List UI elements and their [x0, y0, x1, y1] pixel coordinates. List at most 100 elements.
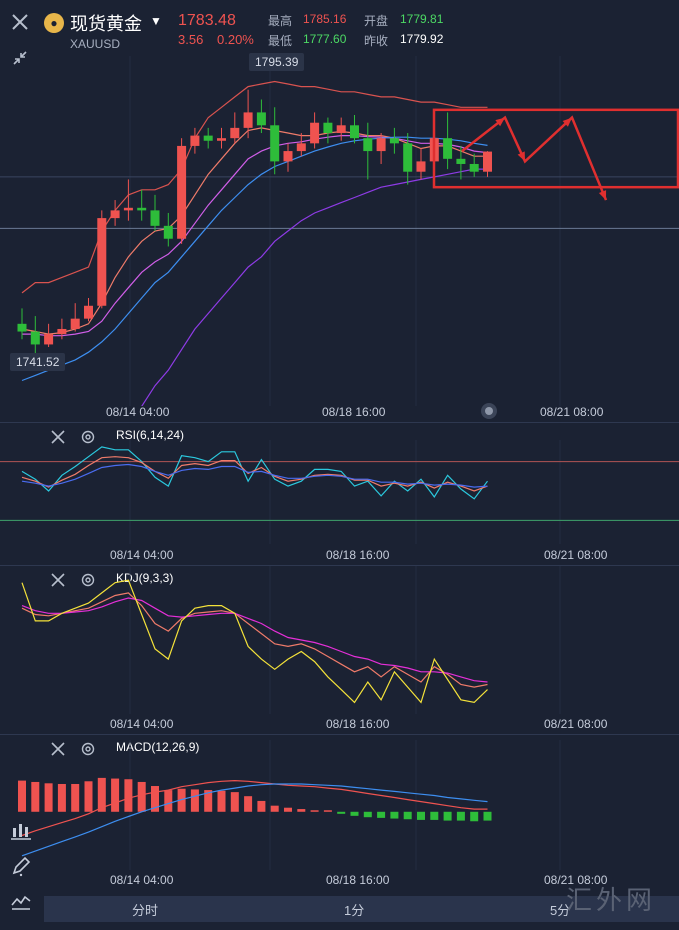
kdj-line-K	[21, 592, 488, 688]
min-price-tag: 1741.52	[10, 353, 66, 371]
gear-icon	[81, 742, 95, 756]
macd-histogram-bar	[270, 805, 279, 812]
macd-histogram-bar	[310, 810, 319, 812]
macd-histogram-bar	[18, 780, 26, 812]
instrument-code: XAUUSD	[70, 37, 121, 51]
record-icon	[485, 407, 493, 415]
macd-title: MACD(12,26,9)	[116, 740, 200, 754]
candle-body	[57, 328, 67, 335]
collapse-icon[interactable]	[8, 46, 32, 70]
prev-close-value: 1779.92	[400, 32, 444, 46]
macd-histogram-bar	[124, 779, 133, 812]
rsi-settings-icon[interactable]	[76, 425, 100, 449]
overlay-lower	[141, 168, 488, 406]
macd-line-DEA	[21, 783, 488, 857]
candle-body	[270, 125, 280, 162]
macd-histogram-bar	[456, 811, 465, 821]
draw-tool-icon[interactable]	[6, 851, 36, 881]
candle-body	[483, 151, 492, 172]
candle-body	[110, 210, 120, 219]
macd-histogram-bar	[483, 811, 492, 821]
tab-5min[interactable]: 5分	[550, 903, 571, 918]
close-icon	[51, 573, 65, 587]
macd-histogram-bar	[297, 809, 306, 812]
macd-histogram-bar	[151, 786, 159, 812]
kdj-settings-icon[interactable]	[76, 568, 100, 592]
tab-timeline[interactable]: 分时	[132, 903, 159, 918]
low-label: 最低	[268, 34, 293, 48]
macd-histogram-bar	[284, 807, 292, 812]
macd-histogram-bar	[244, 796, 253, 812]
candle-body	[243, 112, 253, 128]
instrument-name[interactable]: 现货黄金	[70, 14, 142, 34]
crosshair-toggle[interactable]	[481, 403, 497, 419]
prev-close-label: 昨收	[364, 34, 389, 48]
macd-histogram-bar	[230, 792, 239, 812]
indicator-tool-icon[interactable]	[6, 816, 36, 846]
macd-histogram-bar	[97, 777, 106, 812]
rsi-chart[interactable]	[0, 440, 679, 544]
macd-histogram-bar	[337, 811, 346, 814]
macd-histogram-bar	[430, 811, 439, 820]
candle-body	[70, 318, 80, 329]
time-label: 08/18 16:00	[326, 548, 390, 562]
collapse-icon-glyph	[13, 51, 27, 65]
close-macd-icon[interactable]	[46, 737, 70, 761]
high-label: 最高	[268, 14, 293, 28]
macd-histogram-bar	[363, 811, 372, 818]
candle-body	[323, 122, 333, 134]
macd-histogram-bar	[84, 781, 93, 812]
high-value: 1785.16	[303, 12, 347, 26]
rsi-line-rsi24	[21, 463, 488, 488]
candle-body	[203, 135, 213, 141]
close-icon[interactable]	[8, 10, 32, 34]
close-kdj-icon[interactable]	[46, 568, 70, 592]
macd-histogram-bar	[164, 790, 173, 812]
max-price-tag: 1795.39	[249, 53, 305, 71]
macd-histogram-bar	[44, 783, 53, 812]
open-value: 1779.81	[400, 12, 444, 26]
kdj-chart[interactable]	[0, 566, 679, 714]
price-change-pct: 0.20%	[217, 32, 254, 47]
quote-header: ● 现货黄金 ▼ XAUUSD 1783.48 3.56 0.20% 最高 17…	[0, 0, 679, 65]
macd-histogram-bar	[217, 790, 226, 812]
candle-body	[310, 122, 320, 144]
candle-body	[230, 127, 240, 139]
gold-coin-icon: ●	[44, 13, 64, 33]
annotation-arrowhead	[495, 117, 505, 127]
macd-settings-icon[interactable]	[76, 737, 100, 761]
candle-body	[363, 138, 373, 152]
macd-histogram-bar	[443, 811, 452, 821]
annotation-box	[432, 108, 679, 189]
watermark: 汇外网	[566, 885, 657, 915]
candle-body	[296, 143, 306, 152]
candle-body	[177, 145, 187, 239]
time-label: 08/18 16:00	[326, 717, 390, 731]
price-change: 3.56	[178, 32, 204, 47]
macd-histogram-bar	[137, 781, 146, 812]
macd-histogram-bar	[323, 810, 332, 812]
macd-chart[interactable]	[0, 740, 679, 870]
macd-histogram-bar	[403, 811, 412, 820]
close-rsi-icon[interactable]	[46, 425, 70, 449]
candle-body	[123, 207, 133, 211]
chevron-down-icon[interactable]: ▼	[150, 14, 162, 28]
line-chart-tool-icon[interactable]	[6, 887, 36, 917]
candlestick-chart[interactable]	[0, 56, 679, 406]
time-label: 08/14 04:00	[110, 717, 174, 731]
candle-body	[17, 323, 27, 332]
macd-histogram-bar	[390, 811, 399, 819]
macd-histogram-bar	[57, 783, 66, 812]
rsi-line-rsi6	[21, 446, 488, 500]
kdj-line-J	[21, 579, 488, 704]
candle-body	[137, 207, 147, 211]
candle-body	[336, 125, 346, 134]
overlay-upper	[21, 80, 488, 294]
tab-1min[interactable]: 1分	[344, 903, 365, 918]
pencil-icon	[12, 856, 31, 877]
candle-body	[389, 138, 399, 144]
macd-histogram-bar	[204, 790, 213, 812]
gear-icon	[81, 573, 95, 587]
time-label: 08/14 04:00	[110, 548, 174, 562]
candle-body	[283, 151, 293, 162]
